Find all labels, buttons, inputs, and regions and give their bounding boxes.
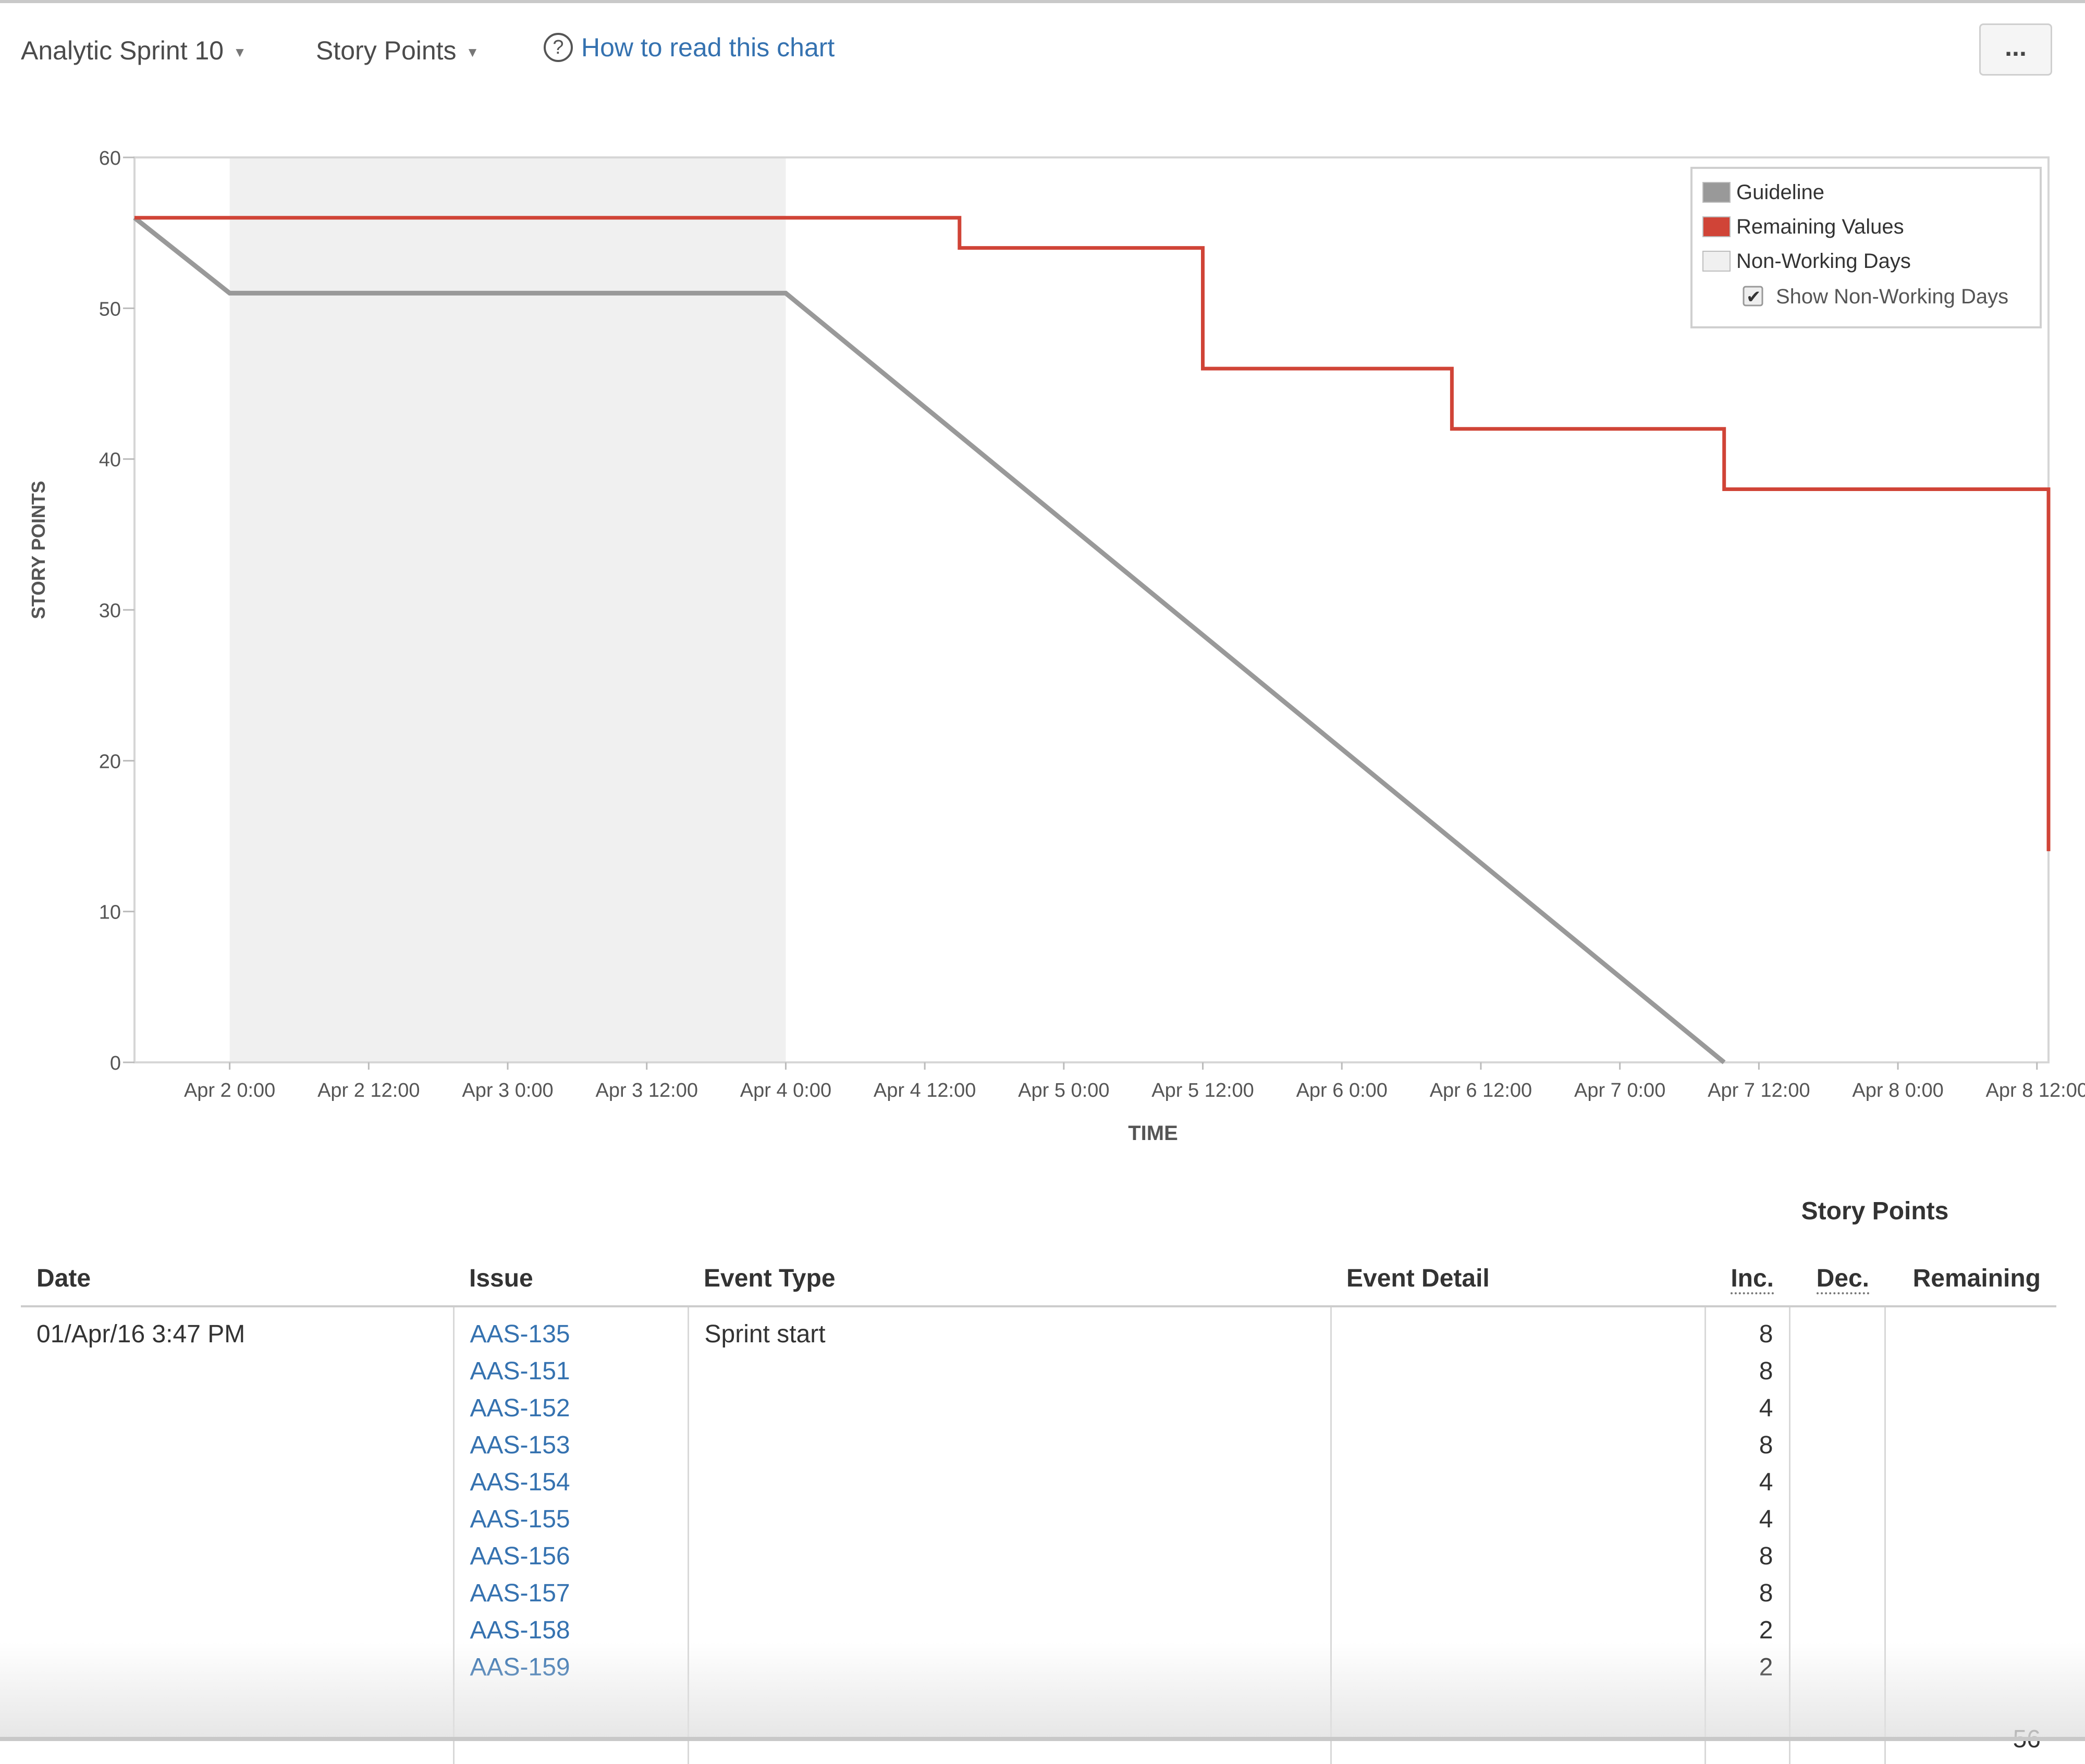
legend-swatch: [1702, 216, 1731, 237]
x-tick-label: Apr 3 0:00: [462, 1080, 553, 1101]
y-tick-label: 50: [99, 298, 121, 320]
legend-swatch: [1702, 251, 1731, 272]
column-header-date: Date: [21, 1189, 453, 1307]
bottom-border: [0, 1737, 2085, 1741]
burndown-chart: 0 10 20 30 40 50 60 Apr 2 0:00 Apr 2 12:00 Apr 3 …: [28, 148, 2085, 1145]
cell-event-detail: [1330, 1306, 1705, 1764]
chart-toolbar: Analytic Sprint 10 ▼ Story Points ▼ ? How t…: [0, 21, 2085, 83]
issue-link[interactable]: AAS-151: [470, 1357, 570, 1385]
chevron-down-icon: ▼: [465, 44, 480, 60]
inc-value: 8: [1759, 1357, 1773, 1385]
sprint-dropdown-label: Analytic Sprint 10: [21, 36, 224, 65]
x-tick-label: Apr 8 0:00: [1852, 1080, 1943, 1101]
x-tick-label: Apr 7 12:00: [1708, 1080, 1810, 1101]
y-axis-title: STORY POINTS: [28, 481, 49, 619]
sprint-dropdown[interactable]: Analytic Sprint 10 ▼: [21, 35, 247, 66]
chevron-down-icon: ▼: [233, 44, 247, 60]
inc-value: 8: [1759, 1542, 1773, 1570]
y-tick-label: 10: [99, 902, 121, 924]
inc-value: 8: [1759, 1431, 1773, 1459]
x-tick-label: Apr 5 0:00: [1018, 1080, 1109, 1101]
table-row: 01/Apr/16 3:47 PM AAS-135 AAS-151 AAS-15…: [21, 1306, 2056, 1764]
inc-value: 8: [1759, 1579, 1773, 1607]
statistic-dropdown[interactable]: Story Points ▼: [316, 35, 479, 66]
more-actions-button[interactable]: ...: [1979, 23, 2052, 76]
statistic-dropdown-label: Story Points: [316, 36, 457, 65]
series-line-remaining-values: [134, 216, 2051, 851]
y-tick-label: 60: [99, 148, 121, 169]
x-tick-label: Apr 4 0:00: [740, 1080, 831, 1101]
x-tick-label: Apr 8 12:00: [1986, 1080, 2085, 1101]
question-circle-icon: ?: [544, 32, 573, 62]
inc-value: 8: [1759, 1320, 1773, 1348]
checkmark-icon: ✔: [1746, 287, 1761, 308]
inc-abbr: Inc.: [1731, 1265, 1774, 1294]
issue-link[interactable]: AAS-159: [470, 1653, 570, 1681]
help-link-label: How to read this chart: [581, 33, 835, 62]
table-header-row: Date Issue Event Type Event Detail Inc. …: [21, 1189, 2056, 1307]
column-header-inc: Inc.: [1705, 1189, 1789, 1307]
legend-label: Guideline: [1736, 181, 1824, 204]
y-tick-label: 0: [110, 1052, 121, 1074]
column-header-issue: Issue: [453, 1189, 688, 1307]
legend-swatch: [1702, 182, 1731, 203]
legend-label: Non-Working Days: [1736, 250, 1911, 273]
help-link[interactable]: ? How to read this chart: [544, 32, 835, 66]
dec-abbr: Dec.: [1816, 1265, 1869, 1294]
show-non-working-days-label: Show Non-Working Days: [1776, 285, 2008, 308]
x-tick-label: Apr 4 12:00: [874, 1080, 976, 1101]
inc-value: 4: [1759, 1394, 1773, 1422]
column-header-remaining: Remaining: [1885, 1189, 2056, 1307]
issue-link[interactable]: AAS-155: [470, 1505, 570, 1533]
cell-inc: 8 8 4 8 4 4 8 8 2 2: [1704, 1306, 1789, 1764]
show-non-working-days-checkbox: [1743, 286, 1763, 307]
cell-remaining: 56: [1884, 1306, 2056, 1764]
x-tick-label: Apr 7 0:00: [1574, 1080, 1665, 1101]
top-border: [0, 0, 2085, 3]
column-header-event-type: Event Type: [688, 1189, 1331, 1307]
x-tick-label: Apr 2 12:00: [317, 1080, 420, 1101]
inc-value: 2: [1759, 1616, 1773, 1644]
x-tick-label: Apr 5 12:00: [1151, 1080, 1254, 1101]
issue-link[interactable]: AAS-153: [470, 1431, 570, 1459]
non-working-days-band: [229, 157, 786, 1062]
x-axis-title: TIME: [1128, 1122, 1178, 1145]
issue-link[interactable]: AAS-152: [470, 1394, 570, 1422]
inc-value: 4: [1759, 1468, 1773, 1496]
cell-event-type: Sprint start: [687, 1306, 1331, 1764]
series-line-guideline: [133, 216, 1726, 1064]
sprint-events-table: Date Issue Event Type Event Detail Inc. …: [21, 1189, 2056, 1764]
inc-value: 4: [1759, 1505, 1773, 1533]
cell-issues: AAS-135 AAS-151 AAS-152 AAS-153 AAS-154 …: [452, 1306, 688, 1764]
issue-link[interactable]: AAS-154: [470, 1468, 570, 1496]
issue-link[interactable]: AAS-157: [470, 1579, 570, 1607]
column-header-event-detail: Event Detail: [1331, 1189, 1705, 1307]
issue-link[interactable]: AAS-156: [470, 1542, 570, 1570]
column-header-dec: Dec.: [1789, 1189, 1885, 1307]
x-tick-label: Apr 6 12:00: [1430, 1080, 1532, 1101]
cell-date: 01/Apr/16 3:47 PM: [36, 1320, 246, 1348]
y-tick-label: 40: [99, 449, 121, 471]
y-tick-label: 30: [99, 600, 121, 622]
issue-link[interactable]: AAS-135: [470, 1320, 570, 1348]
x-tick-label: Apr 2 0:00: [184, 1080, 275, 1101]
x-tick-label: Apr 6 0:00: [1296, 1080, 1388, 1101]
issue-link[interactable]: AAS-158: [470, 1616, 570, 1644]
cell-dec: [1788, 1306, 1885, 1764]
y-tick-label: 20: [99, 751, 121, 773]
legend-label: Remaining Values: [1736, 215, 1904, 238]
inc-value: 2: [1759, 1653, 1773, 1681]
x-tick-label: Apr 3 12:00: [595, 1080, 697, 1101]
